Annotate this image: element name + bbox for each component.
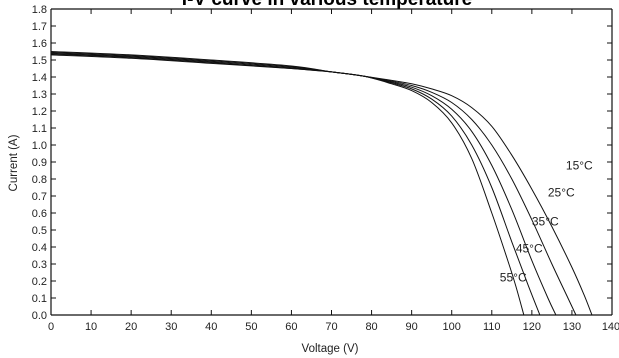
series-label: 35°C [532, 215, 559, 229]
axis-ticks [50, 8, 613, 316]
x-tick-label: 140 [602, 321, 619, 333]
y-tick-label: 0.6 [32, 208, 47, 220]
series-group [51, 51, 593, 316]
x-tick-label: 100 [443, 321, 461, 333]
series-label: 15°C [566, 158, 593, 172]
series-label: 55°C [500, 271, 527, 285]
y-tick-label: 1.6 [32, 38, 47, 50]
chart-title: I-V curve in various temperature [182, 0, 472, 10]
x-tick-label: 70 [325, 321, 337, 333]
x-tick-label: 40 [205, 321, 217, 333]
y-tick-label: 0.3 [32, 259, 47, 271]
axis-tick-labels: 0.0 0.1 0.2 0.3 0.4 0.5 0.6 0.7 0.8 0.9 1.0 1.1 1.2 1… [32, 4, 619, 333]
series-line-4 [51, 51, 525, 316]
y-tick-label: 0.5 [32, 225, 47, 237]
x-tick-label: 90 [406, 321, 418, 333]
series-label: 25°C [548, 186, 575, 200]
x-tick-label: 120 [523, 321, 541, 333]
x-tick-label: 60 [285, 321, 297, 333]
series-line-1 [51, 53, 577, 316]
y-tick-label: 0.8 [32, 174, 47, 186]
y-tick-label: 0.1 [32, 293, 47, 305]
x-tick-label: 30 [165, 321, 177, 333]
y-tick-label: 1.8 [32, 4, 47, 16]
series-line-2 [51, 52, 557, 316]
y-tick-label: 0.0 [32, 310, 47, 322]
y-tick-label: 1.1 [32, 123, 47, 135]
y-tick-label: 0.9 [32, 157, 47, 169]
y-tick-label: 1.4 [32, 72, 47, 84]
series-label: 45°C [516, 242, 543, 256]
x-tick-label: 110 [483, 321, 501, 333]
y-tick-label: 0.4 [32, 242, 47, 254]
y-tick-label: 1.3 [32, 89, 47, 101]
y-tick-label: 0.2 [32, 276, 47, 288]
x-tick-label: 50 [245, 321, 257, 333]
series-labels: 15°C 25°C 35°C 45°C 55°C [500, 158, 593, 284]
y-tick-label: 1.2 [32, 106, 47, 118]
y-tick-label: 1.7 [32, 21, 47, 33]
y-tick-label: 1.5 [32, 55, 47, 67]
series-line-3 [51, 51, 541, 316]
y-tick-label: 1.0 [32, 140, 47, 152]
x-tick-label: 130 [563, 321, 581, 333]
x-tick-label: 20 [125, 321, 137, 333]
y-axis-label: Current (A) [8, 134, 20, 191]
x-axis-label: Voltage (V) [302, 343, 359, 355]
x-tick-label: 10 [85, 321, 97, 333]
x-tick-label: 0 [48, 321, 54, 333]
x-tick-label: 80 [365, 321, 377, 333]
y-tick-label: 0.7 [32, 191, 47, 203]
